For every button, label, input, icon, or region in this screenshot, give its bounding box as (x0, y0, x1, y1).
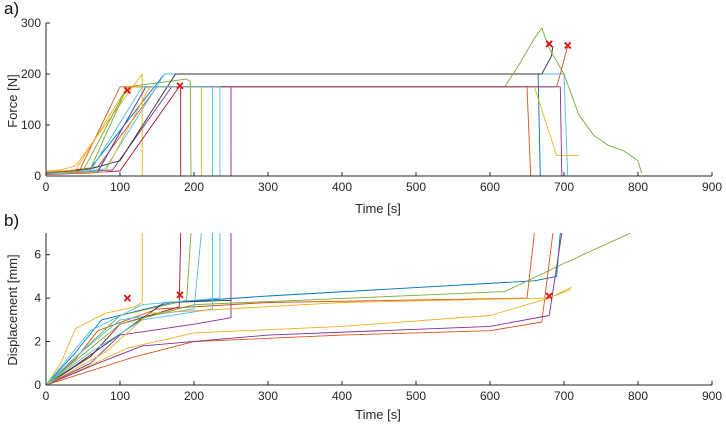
series-line-9 (46, 233, 631, 385)
displacement-x-axis-label: Time [s] (355, 407, 401, 422)
series-group (46, 233, 631, 385)
failure-marker-2 (176, 291, 184, 299)
displacement-y-axis-label: Displacement [mm] (5, 254, 20, 365)
x-tick-label: 200 (184, 180, 204, 194)
x-tick-label: 800 (628, 389, 648, 403)
x-tick-label: 900 (702, 389, 722, 403)
y-tick-label: 2 (34, 335, 41, 349)
series-line-7 (46, 86, 182, 176)
series-line-2 (46, 233, 535, 385)
failure-marker-4 (564, 41, 572, 50)
failure-marker-1 (123, 86, 132, 94)
failure-marker-3 (545, 40, 553, 48)
x-tick-label: 600 (480, 389, 500, 403)
series-line-12 (46, 86, 213, 176)
x-tick-label: 900 (702, 180, 722, 194)
series-line-13 (46, 233, 563, 385)
x-tick-label: 200 (184, 389, 204, 403)
series-line-3 (46, 73, 143, 176)
x-tick-label: 500 (406, 180, 426, 194)
series-line-10 (46, 233, 554, 385)
series-line-14 (46, 286, 572, 385)
series-group (46, 27, 643, 176)
force-y-axis-label: Force [N] (5, 74, 20, 127)
failure-marker-1 (123, 294, 132, 302)
y-tick-label: 200 (21, 67, 41, 81)
panel-b: b) 0 100 200 300 400 500 600 700 800 900 0 2 4 6 Time… (4, 211, 722, 422)
series-line-1 (46, 233, 561, 385)
series-line-15 (46, 86, 221, 176)
x-tick-label: 400 (332, 389, 352, 403)
series-line-11 (46, 289, 572, 385)
y-tick-label: 0 (34, 378, 41, 392)
x-tick-label: 700 (554, 389, 574, 403)
x-tick-label: 0 (43, 180, 50, 194)
force-x-axis-label: Time [s] (355, 201, 401, 216)
x-tick-label: 400 (332, 180, 352, 194)
y-tick-label: 6 (34, 248, 41, 262)
x-tick-label: 100 (110, 180, 130, 194)
displacement-plot: 0 100 200 300 400 500 600 700 800 900 0 2 4 6 (34, 233, 722, 403)
x-tick-label: 0 (43, 389, 50, 403)
y-tick-label: 300 (21, 16, 41, 30)
x-tick-label: 500 (406, 389, 426, 403)
series-line-12 (46, 233, 213, 385)
x-tick-label: 700 (554, 180, 574, 194)
series-line-8 (46, 45, 554, 173)
x-tick-label: 100 (110, 389, 130, 403)
x-tick-label: 300 (258, 389, 278, 403)
panel-a: a) 0 100 200 300 400 500 600 700 800 900 0 100 200 30… (4, 0, 722, 216)
y-tick-label: 100 (21, 118, 41, 132)
series-line-3 (46, 233, 143, 385)
y-tick-label: 0 (34, 169, 41, 183)
series-line-6 (46, 233, 202, 385)
series-line-15 (46, 233, 221, 385)
y-tick-label: 4 (34, 291, 41, 305)
failure-marker-2 (176, 82, 184, 90)
force-plot: 0 100 200 300 400 500 600 700 800 900 0 100 200 300 (21, 16, 722, 194)
panel-b-label: b) (4, 211, 19, 230)
panel-a-label: a) (4, 0, 19, 18)
failure-marker-3 (545, 292, 553, 300)
x-tick-label: 800 (628, 180, 648, 194)
x-tick-label: 600 (480, 180, 500, 194)
x-tick-label: 300 (258, 180, 278, 194)
series-line-8 (46, 299, 232, 385)
